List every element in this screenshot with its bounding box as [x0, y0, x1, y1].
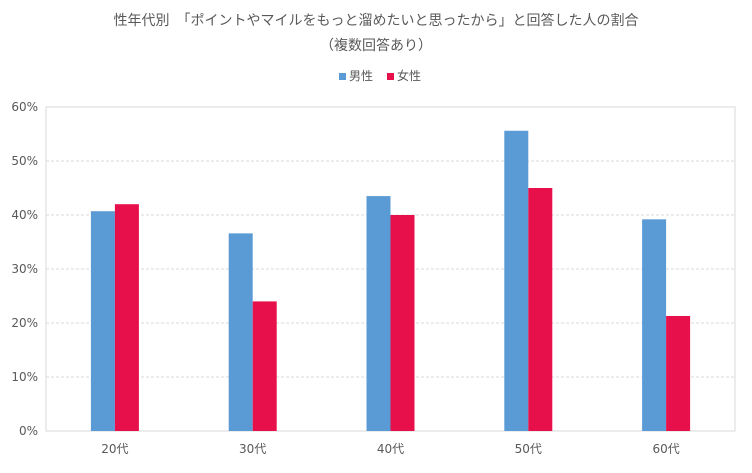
legend-swatch-female: [387, 73, 394, 80]
legend-swatch-male: [339, 73, 346, 80]
legend-label-male: 男性: [349, 69, 373, 83]
y-tick-label: 50%: [11, 154, 38, 168]
y-tick-label: 60%: [11, 100, 38, 114]
bar-male: [228, 233, 253, 431]
bar-male: [642, 219, 667, 431]
bar-male: [366, 196, 391, 431]
bar-male: [90, 211, 115, 431]
y-tick-label: 40%: [11, 208, 38, 222]
bar-female: [528, 188, 553, 431]
x-tick-label: 40代: [377, 442, 404, 456]
chart-title: 性年代別 「ポイントやマイルをもっと溜めたいと思ったから」と回答した人の割合: [113, 13, 639, 29]
x-tick-label: 20代: [101, 442, 128, 456]
y-tick-label: 20%: [11, 316, 38, 330]
x-tick-label: 50代: [515, 442, 542, 456]
bar-female: [252, 301, 277, 431]
legend-label-female: 女性: [397, 68, 421, 83]
x-tick-label: 30代: [239, 442, 266, 456]
bar-female: [390, 215, 415, 431]
y-tick-label: 10%: [11, 370, 38, 384]
y-tick-label: 30%: [11, 262, 38, 276]
bar-female: [114, 204, 139, 431]
y-tick-label: 0%: [19, 424, 38, 438]
bar-female: [666, 315, 691, 431]
x-tick-label: 60代: [652, 442, 679, 456]
chart-subtitle: （複数回答あり）: [320, 38, 432, 54]
bar-male: [504, 130, 529, 431]
